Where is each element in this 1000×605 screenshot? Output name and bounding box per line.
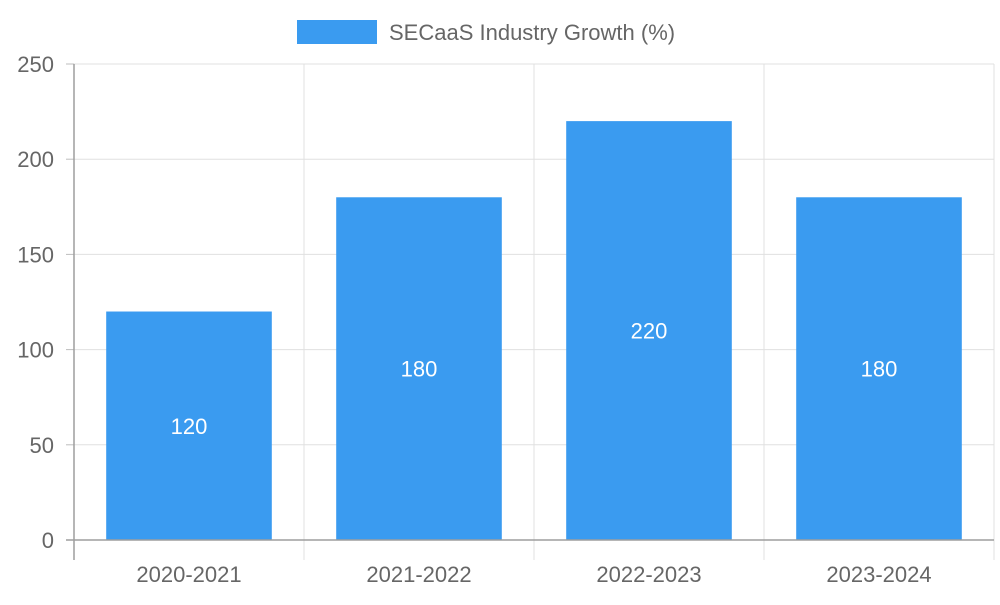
y-tick-label: 50 [30, 433, 54, 458]
data-label: 180 [401, 357, 438, 382]
legend: SECaaS Industry Growth (%) [297, 20, 675, 45]
axes: 0 50 100 150 200 250 2020-2021 2021-2022 2022-20… [17, 52, 994, 587]
bar [106, 311, 272, 540]
data-label: 120 [171, 414, 208, 439]
data-label: 180 [861, 357, 898, 382]
bar [566, 121, 732, 541]
bars: 120 180 220 180 [106, 121, 962, 541]
x-tick-label: 2021-2022 [366, 562, 471, 587]
y-tick-label: 200 [17, 147, 54, 172]
legend-label: SECaaS Industry Growth (%) [389, 20, 675, 45]
x-tick-label: 2022-2023 [596, 562, 701, 587]
x-tick-label: 2020-2021 [136, 562, 241, 587]
y-tick-label: 0 [42, 528, 54, 553]
bar [336, 197, 502, 540]
bar [796, 197, 962, 540]
y-tick-label: 100 [17, 338, 54, 363]
data-label: 220 [631, 319, 668, 344]
x-tick-label: 2023-2024 [826, 562, 931, 587]
y-tick-label: 150 [17, 242, 54, 267]
y-tick-label: 250 [17, 52, 54, 77]
legend-swatch [297, 20, 377, 44]
